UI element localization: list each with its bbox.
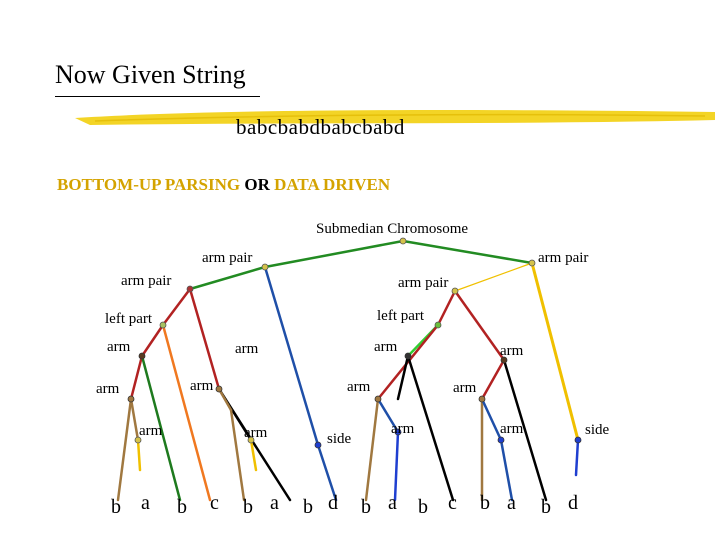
leaf-symbol: a [270,492,279,514]
node-label: arm [235,341,259,357]
tree-labels: Submedian Chromosome arm pair arm pair a… [96,221,610,447]
node-label: arm [190,378,214,394]
leaf-symbol: c [448,492,457,514]
title-underline [55,96,260,97]
leaf-symbols: b a b c b a b d b a b c b a b d [111,492,578,518]
node-label: arm [500,421,524,437]
node-label: side [327,431,352,447]
leaf-symbol: a [141,492,150,514]
method-data-driven: DATA DRIVEN [274,175,391,194]
leaf-symbol: b [541,496,551,518]
node-label: arm [107,339,131,355]
input-string: babcbabdbabcbabd [236,115,405,139]
leaf-symbol: b [111,496,121,518]
tree-edges [116,239,580,502]
method-heading: BOTTOM-UP PARSING OR DATA DRIVEN [57,175,390,195]
leaf-symbol: b [177,496,187,518]
leaf-symbol: b [243,496,253,518]
node-label: side [585,422,610,438]
slide-title: Now Given String [55,60,246,89]
leaf-symbol: a [507,492,516,514]
node-label: arm [391,421,415,437]
node-label: arm [347,379,371,395]
node-label: arm pair [202,250,252,266]
leaf-symbol: b [303,496,313,518]
node-label: left part [105,311,153,327]
node-label: arm [374,339,398,355]
node-label: arm pair [398,275,448,291]
node-label: arm [244,425,268,441]
node-label: arm [500,343,524,359]
node-label: arm pair [121,273,171,289]
method-bottom-up: BOTTOM-UP PARSING [57,175,241,194]
leaf-symbol: d [568,492,578,514]
leaf-symbol: b [418,496,428,518]
method-or: OR [244,175,270,194]
node-label: left part [377,308,425,324]
tree-nodes [127,237,582,449]
node-label: arm [453,380,477,396]
leaf-symbol: c [210,492,219,514]
root-label: Submedian Chromosome [316,221,468,237]
node-label: arm [96,381,120,397]
leaf-symbol: d [328,492,338,514]
leaf-symbol: b [480,492,490,514]
node-label: arm pair [538,250,588,266]
node-label: arm [139,423,163,439]
leaf-symbol: a [388,492,397,514]
leaf-symbol: b [361,496,371,518]
